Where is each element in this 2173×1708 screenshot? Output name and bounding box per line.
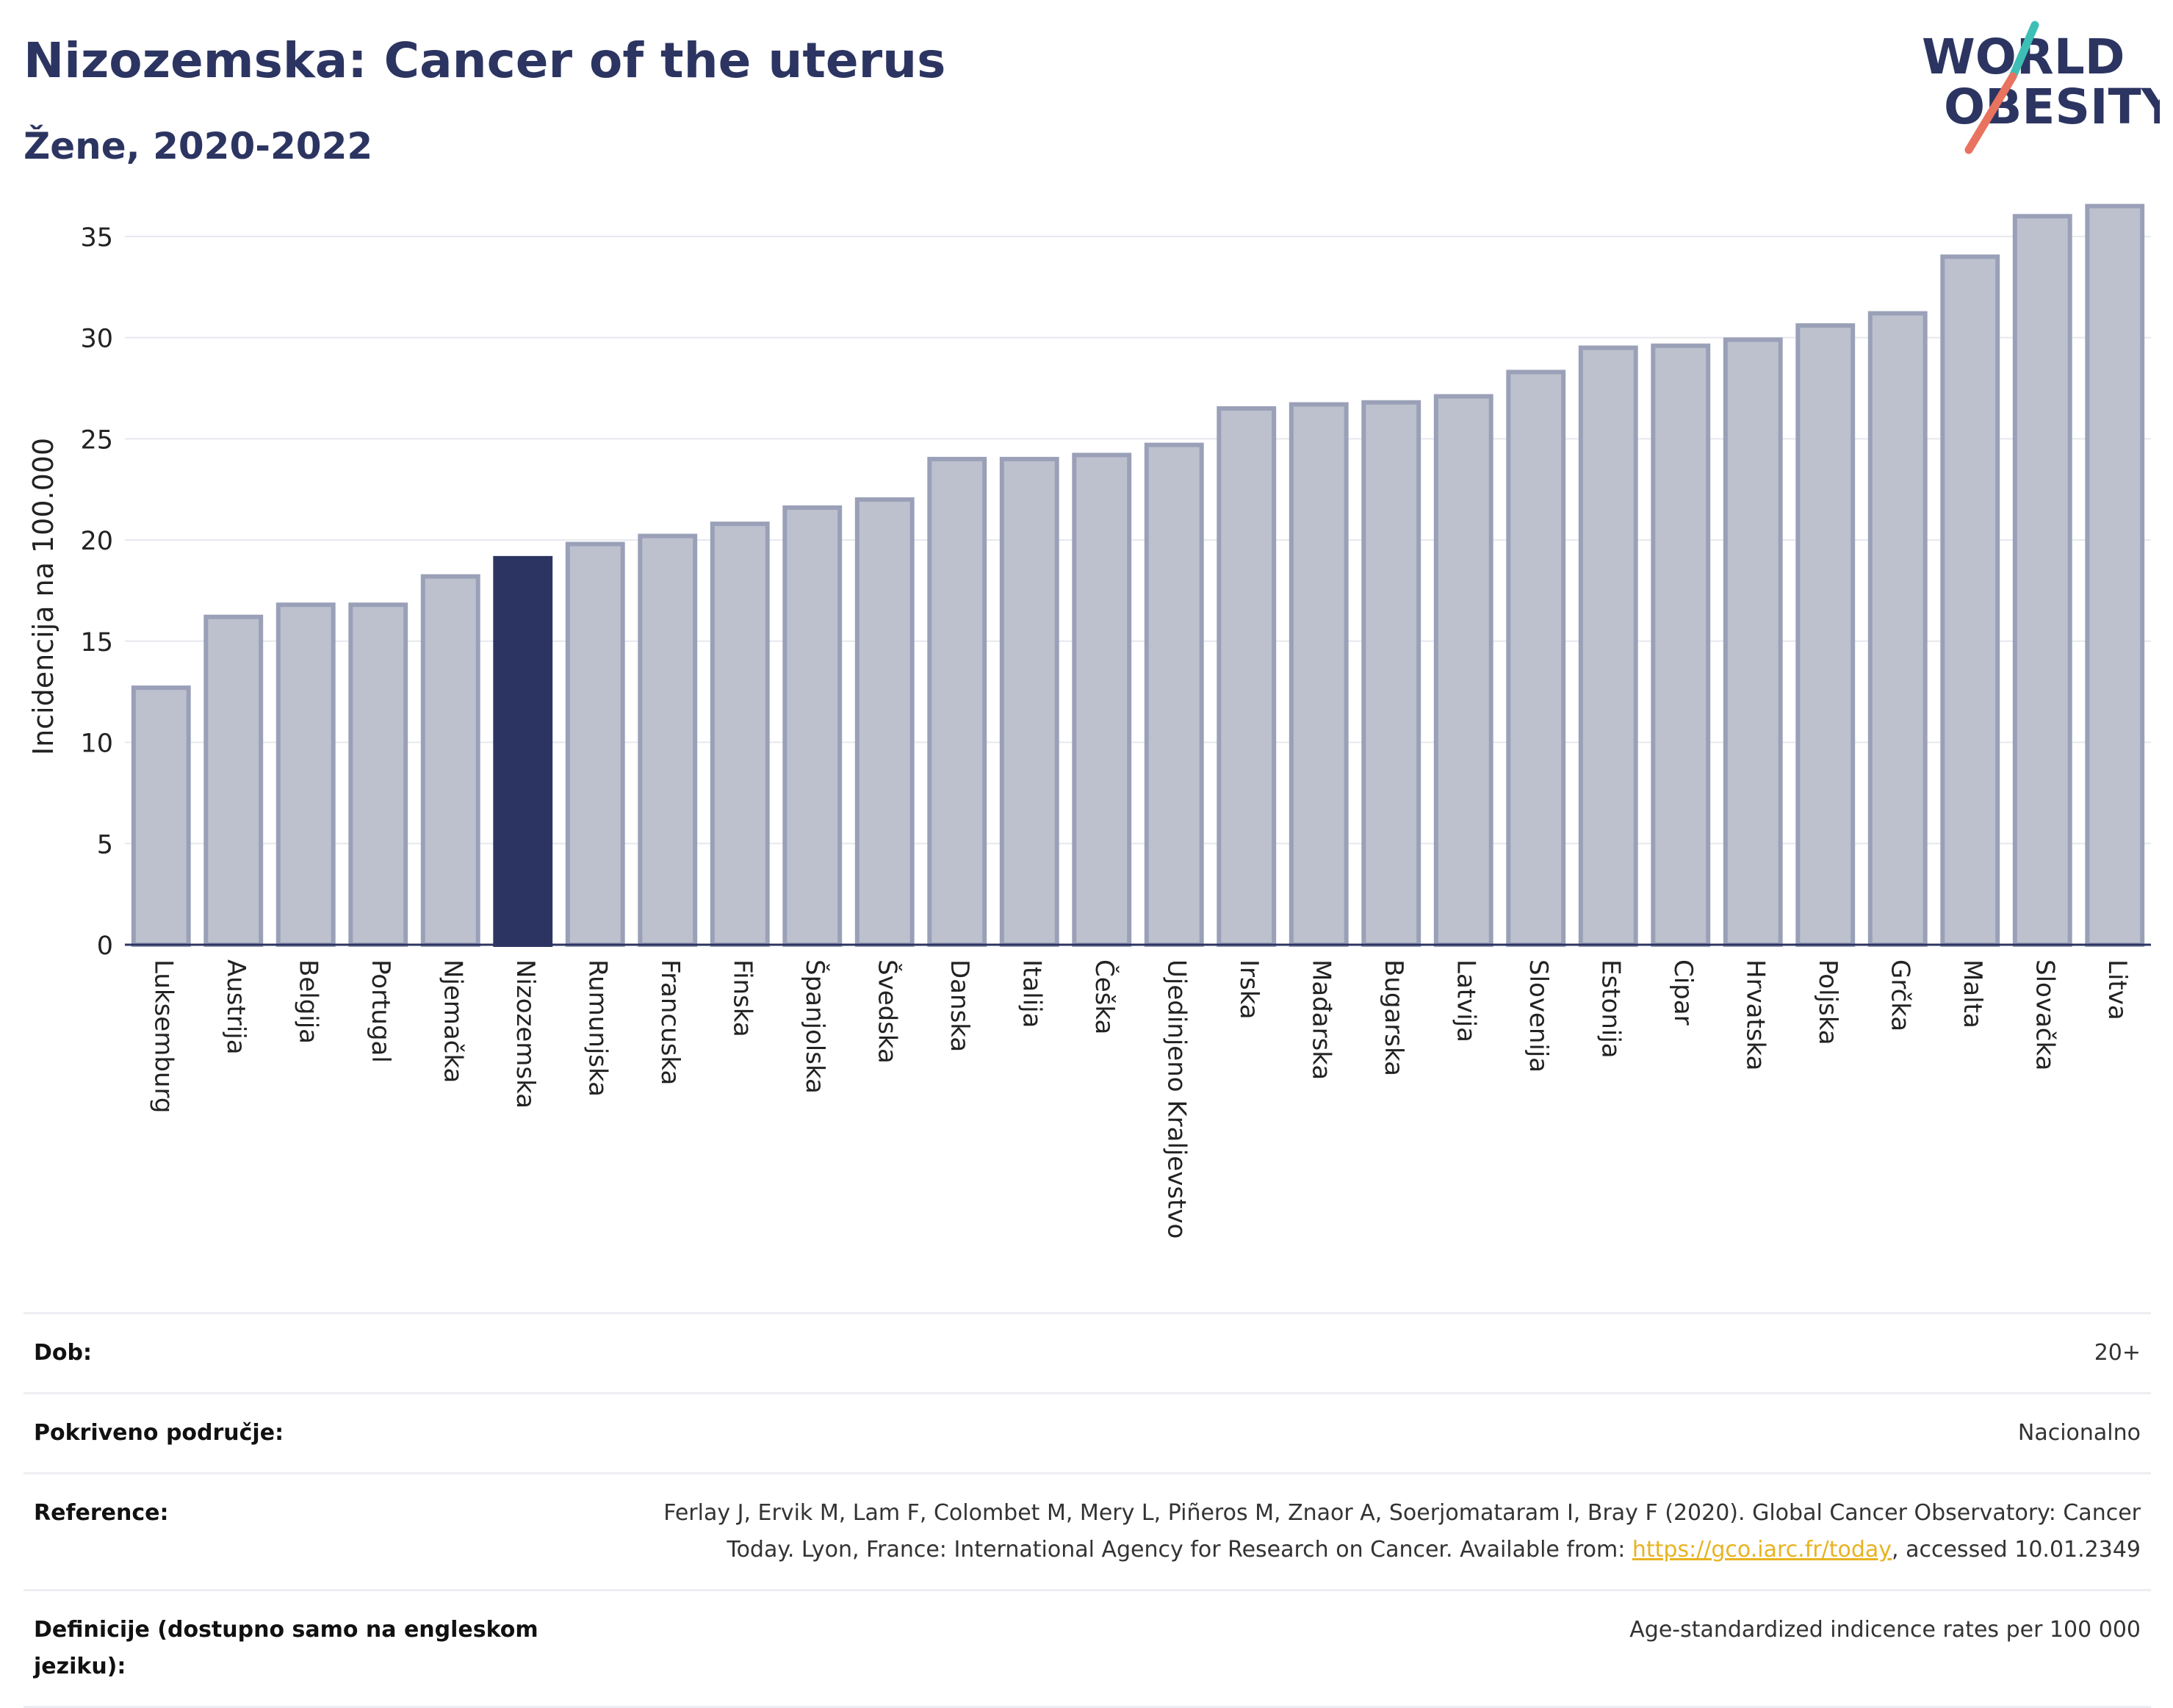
definition-value: Age-standardized indicence rates per 100…: [1629, 1617, 2141, 1643]
y-axis-ticks: 0 5 10 15 20 25 30 35: [80, 223, 113, 961]
x-tick-label: Italija: [1017, 959, 1046, 1028]
logo-slash-red: [1964, 72, 2017, 154]
bar: [782, 505, 843, 947]
bar: [275, 602, 336, 947]
bar: [2012, 214, 2072, 947]
y-tick-label: 30: [80, 325, 113, 354]
x-tick-label: Grčka: [1885, 959, 1914, 1031]
bar: [1795, 323, 1856, 947]
y-tick-label: 20: [80, 527, 113, 556]
bar: [1289, 402, 1349, 947]
reference-value: Ferlay J, Ervik M, Lam F, Colombet M, Me…: [617, 1474, 2151, 1589]
coverage-value: Nacionalno: [2017, 1420, 2141, 1446]
bar: [131, 685, 191, 947]
bar: [1578, 345, 1638, 947]
y-tick-label: 0: [97, 932, 113, 961]
reference-accessed: , accessed 10.01.2349: [1892, 1537, 2141, 1563]
x-tick-label: Njemačka: [438, 959, 467, 1083]
x-tick-label: Danska: [945, 959, 974, 1052]
coverage-label: Pokriveno područje:: [34, 1420, 284, 1446]
x-tick-label: Hrvatska: [1740, 959, 1770, 1070]
x-tick-label: Rumunjska: [583, 959, 612, 1097]
x-tick-label: Poljska: [1813, 959, 1842, 1045]
bar: [2085, 203, 2145, 947]
x-tick-label: Slovačka: [2030, 959, 2059, 1070]
info-row-age: Dob: 20+: [24, 1312, 2151, 1392]
x-tick-label: Mađarska: [1306, 959, 1336, 1080]
x-tick-label: Estonija: [1596, 959, 1625, 1059]
info-table: Dob: 20+ Pokriveno područje: Nacionalno …: [24, 1312, 2151, 1708]
x-tick-label: Irska: [1234, 959, 1264, 1020]
bar: [1433, 394, 1493, 947]
x-tick-label: Cipar: [1668, 959, 1698, 1026]
bar: [420, 574, 480, 948]
bar: [1361, 400, 1421, 947]
info-row-definition: Definicije (dostupno samo na engleskom j…: [24, 1589, 2151, 1708]
info-row-reference: Reference: Ferlay J, Ervik M, Lam F, Col…: [24, 1472, 2151, 1589]
x-axis-labels: Luksemburg Austrija Belgija Portugal Njemačk…: [148, 959, 2132, 1239]
x-tick-label: Španjolska: [800, 959, 830, 1094]
age-label: Dob:: [34, 1340, 92, 1366]
x-tick-label: Belgija: [293, 959, 322, 1044]
x-tick-label: Bugarska: [1379, 959, 1408, 1076]
reference-text: Ferlay J, Ervik M, Lam F, Colombet M, Me…: [663, 1500, 2141, 1563]
reference-label: Reference:: [34, 1500, 169, 1526]
age-value: 20+: [2094, 1340, 2141, 1366]
y-tick-label: 15: [80, 628, 113, 657]
bar: [1506, 370, 1566, 947]
y-tick-label: 5: [97, 830, 113, 860]
x-tick-label: Finska: [727, 959, 757, 1037]
x-tick-label: Ujedinjeno Kraljevstvo: [1161, 959, 1191, 1239]
bar: [565, 541, 625, 947]
bar: [1867, 311, 1928, 947]
bar: [1940, 254, 2000, 947]
bar: [1144, 442, 1204, 947]
chart-subtitle: Žene, 2020-2022: [24, 125, 373, 167]
x-tick-label: Češka: [1089, 959, 1120, 1034]
y-axis-title: Incidencija na 100.000: [27, 438, 60, 755]
x-tick-label: Litva: [2102, 959, 2132, 1020]
bar: [1723, 337, 1783, 947]
reference-link[interactable]: https://gco.iarc.fr/today: [1632, 1537, 1892, 1563]
bar: [1072, 453, 1132, 947]
y-tick-label: 10: [80, 729, 113, 759]
x-tick-label: Portugal: [366, 959, 395, 1063]
x-tick-label: Nizozemska: [511, 959, 540, 1109]
x-tick-label: Malta: [1958, 959, 1987, 1028]
x-tick-label: Francuska: [655, 959, 685, 1085]
bar-chart: 0 5 10 15 20 25 30 35 Luksemburg Austrija Belgija…: [27, 203, 2151, 1239]
x-tick-label: Slovenija: [1524, 959, 1553, 1073]
x-tick-label: Austrija: [221, 959, 251, 1055]
bar: [348, 602, 408, 947]
logo-slash-teal: [2008, 21, 2039, 81]
bar: [710, 522, 770, 947]
definition-label: Definicije (dostupno samo na engleskom j…: [34, 1617, 538, 1679]
bars: [131, 203, 2145, 948]
x-tick-label: Latvija: [1451, 959, 1480, 1042]
chart-title: Nizozemska: Cancer of the uterus: [24, 32, 946, 89]
bar: [1651, 343, 1711, 947]
world-obesity-logo: WORLD OBESITY: [1922, 21, 2160, 154]
bar: [999, 456, 1059, 947]
info-row-coverage: Pokriveno područje: Nacionalno: [24, 1392, 2151, 1472]
bar: [203, 614, 264, 948]
bar: [927, 456, 987, 947]
y-tick-label: 35: [80, 223, 113, 253]
x-tick-label: Švedska: [872, 959, 902, 1064]
bar: [638, 533, 698, 947]
bar: [854, 497, 915, 947]
bar-highlighted: [493, 555, 553, 947]
bar: [1217, 406, 1277, 947]
y-tick-label: 25: [80, 425, 113, 455]
x-tick-label: Luksemburg: [148, 959, 178, 1113]
